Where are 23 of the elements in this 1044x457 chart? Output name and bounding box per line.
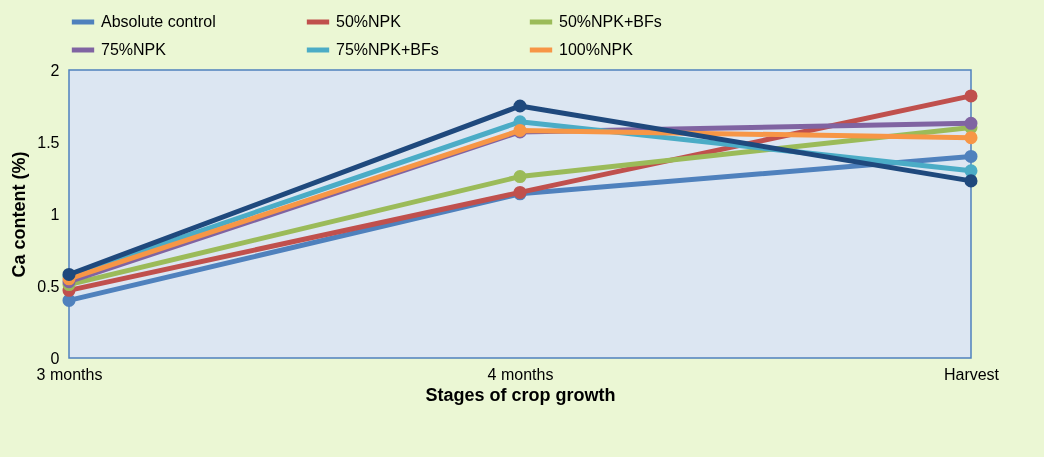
x-tick-label: 4 months [487,365,554,383]
legend-label: 50%NPK+BFs [559,13,662,30]
legend-label: 75%NPK [101,41,167,58]
point [964,174,978,188]
y-tick-label: 2 [50,61,60,79]
y-axis-title: Ca content (%) [9,151,30,278]
legend-label: Absolute control [101,13,216,30]
y-tick-label: 1 [50,205,60,223]
y-tick-label: 0 [50,349,60,367]
x-axis-title: Stages of crop growth [425,384,616,405]
point [964,89,978,103]
point [513,170,527,184]
point [513,99,527,113]
legend-label: 75%NPK+BFs [336,41,439,58]
legend-label: 50%NPK [336,13,402,30]
point [964,131,978,145]
legend-label: 100%NPK [559,41,634,58]
x-tick-label: 3 months [36,365,103,383]
y-tick-label: 0.5 [37,277,60,295]
x-tick-label: Harvest [943,365,1000,383]
point [964,149,978,163]
point [964,116,978,130]
y-tick-label: 1.5 [37,133,60,151]
